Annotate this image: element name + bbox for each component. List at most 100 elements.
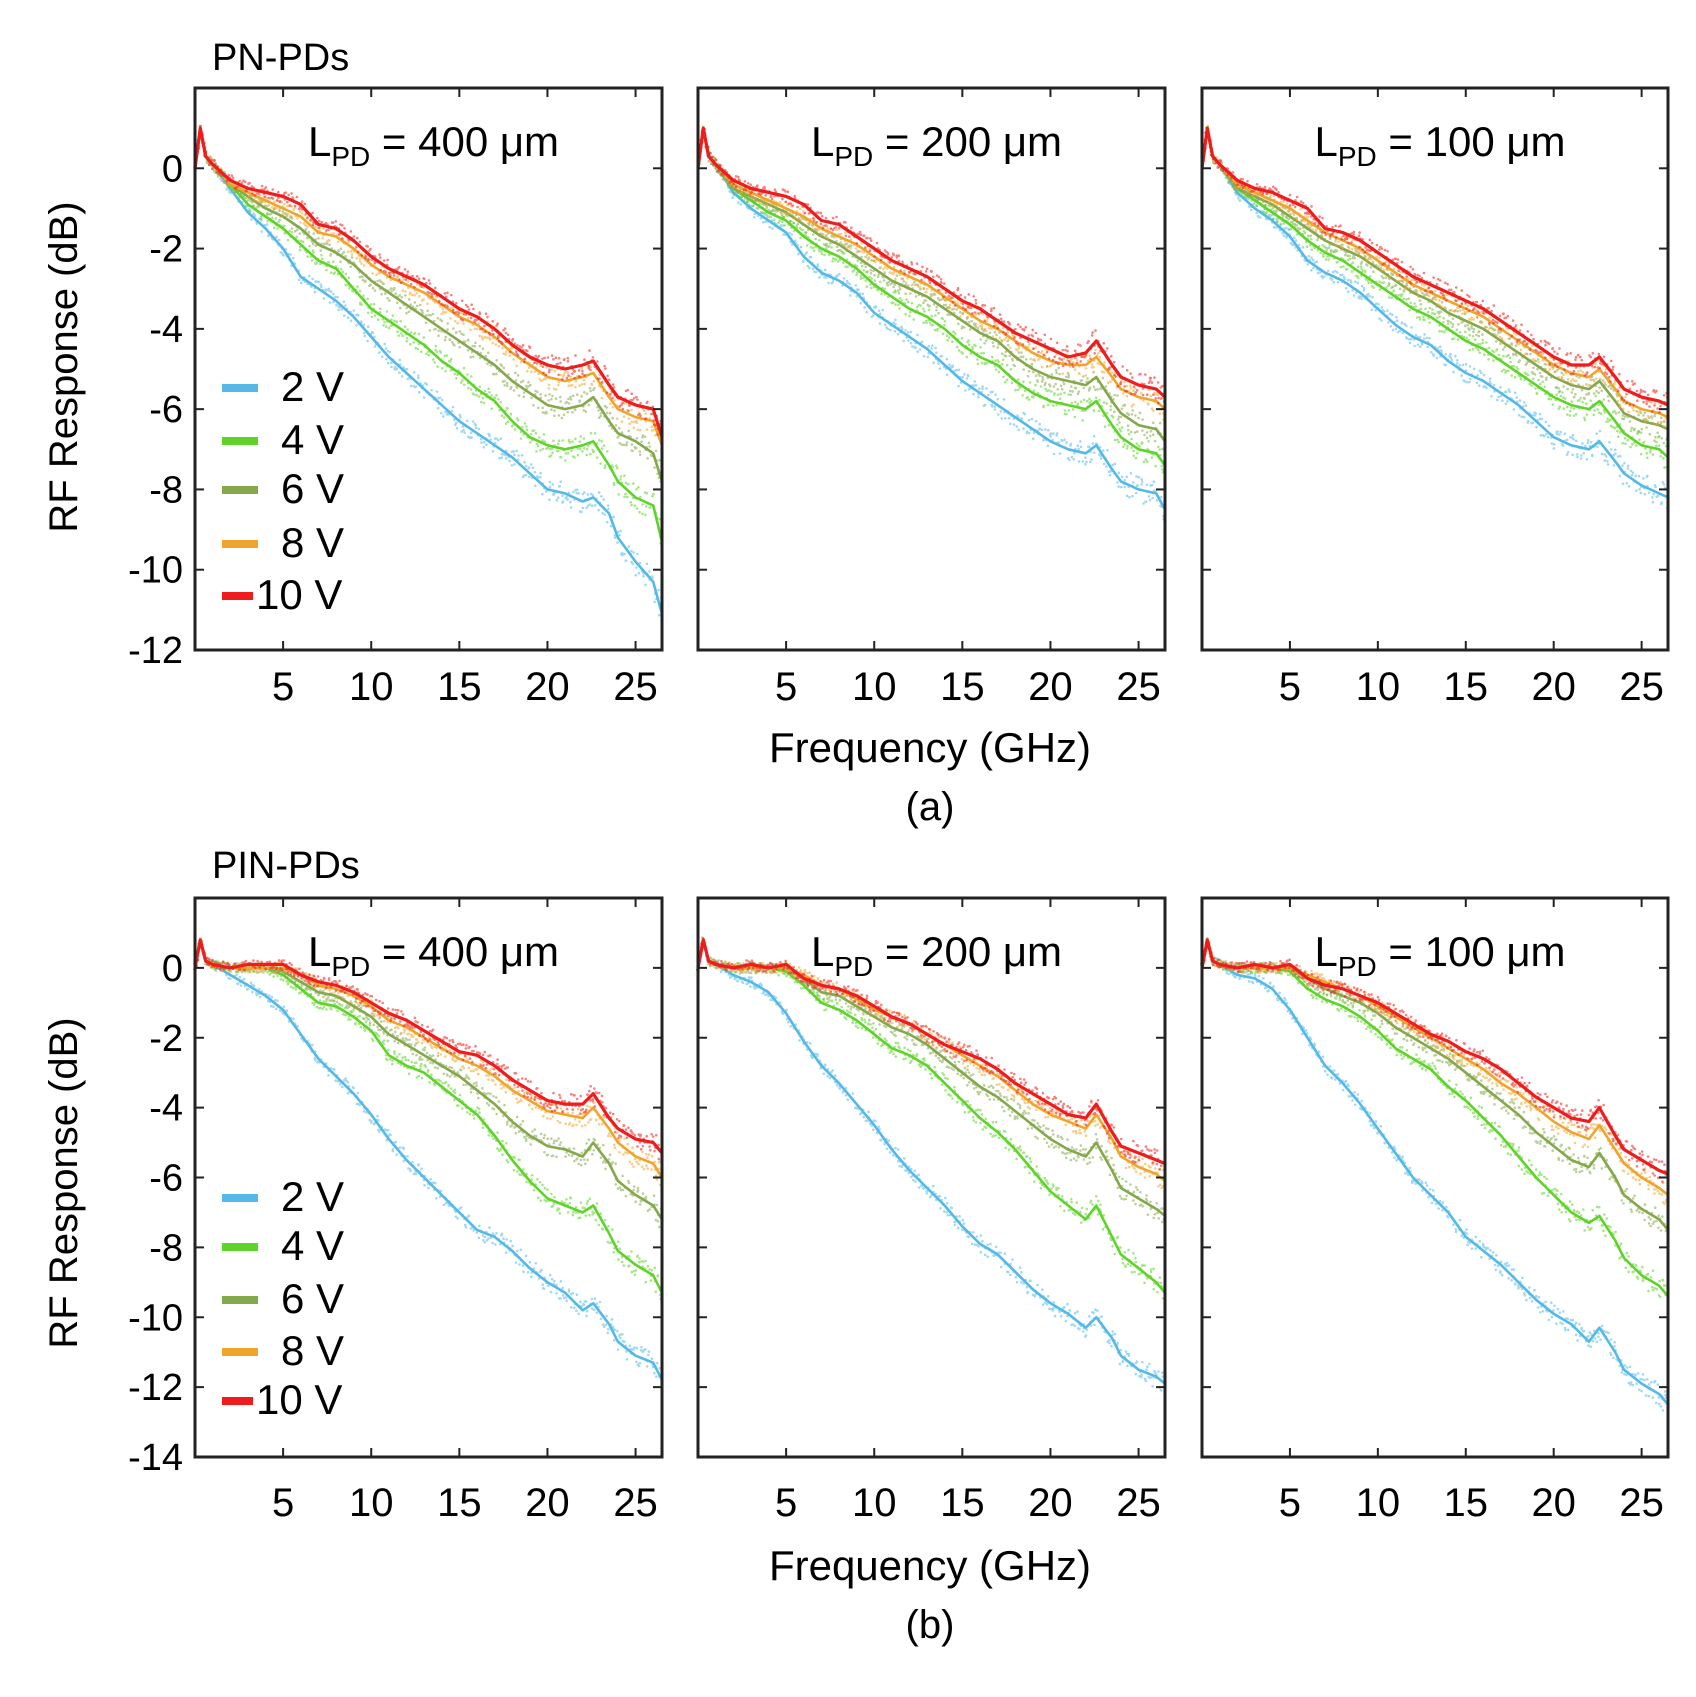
pn-p1-point-6v bbox=[553, 414, 556, 418]
pn-p1-point-10v bbox=[397, 265, 401, 269]
pn-p2-point-10v bbox=[910, 262, 914, 266]
pn-p1-scatter-10v bbox=[193, 124, 662, 436]
pn-p1-point-2v bbox=[482, 446, 486, 449]
pn-p1-point-4v bbox=[436, 365, 440, 368]
pn-p1-point-6v bbox=[394, 292, 398, 296]
pn-p3-point-2v bbox=[1518, 399, 1522, 402]
pn-p1-point-10v bbox=[334, 220, 338, 223]
pn-p2-point-8v bbox=[752, 196, 755, 200]
pn-p2-point-8v bbox=[1158, 412, 1162, 416]
pn-p3-point-2v bbox=[1340, 273, 1344, 277]
pn-p1-point-8v bbox=[578, 384, 581, 387]
pn-p1-point-4v bbox=[370, 315, 374, 319]
pn-p2-point-10v bbox=[1087, 339, 1090, 343]
pn-p2-x-tick-label: 15 bbox=[940, 665, 985, 709]
pn-p1-point-10v bbox=[603, 364, 606, 368]
pn-p2-point-10v bbox=[920, 278, 923, 282]
pn-p2-point-10v bbox=[1125, 369, 1129, 372]
pn-p3-point-2v bbox=[1522, 401, 1526, 404]
pn-p2-point-10v bbox=[817, 211, 820, 214]
pn-p1-point-10v bbox=[248, 181, 251, 185]
pn-p2-point-4v bbox=[1098, 398, 1101, 402]
pn-p2-point-2v bbox=[1131, 494, 1134, 498]
pn-p1-point-10v bbox=[565, 376, 569, 380]
pn-p2-point-2v bbox=[1120, 485, 1123, 489]
pn-p2-point-8v bbox=[892, 272, 895, 276]
pn-p3-point-2v bbox=[1306, 263, 1310, 266]
pn-p1-point-10v bbox=[589, 368, 592, 372]
pn-p1-point-10v bbox=[556, 362, 560, 366]
pn-p3-point-4v bbox=[1419, 307, 1423, 311]
pn-p2-point-2v bbox=[926, 355, 930, 359]
pn-p2-point-4v bbox=[1160, 464, 1164, 468]
pn-p3-point-4v bbox=[1405, 298, 1408, 301]
pn-p1-point-4v bbox=[535, 450, 538, 453]
pn-p3-point-2v bbox=[1259, 216, 1262, 219]
pn-p3-point-2v bbox=[1255, 211, 1258, 215]
pn-p1-point-4v bbox=[412, 341, 416, 344]
pn-p3-point-4v bbox=[1422, 315, 1425, 319]
pn-p1-point-6v bbox=[618, 426, 621, 430]
pn-p2-point-2v bbox=[1043, 428, 1047, 431]
pn-p1-point-10v bbox=[652, 423, 656, 427]
pn-p2-point-4v bbox=[957, 349, 961, 352]
pn-p3-point-2v bbox=[1508, 390, 1511, 394]
pn-p1-point-2v bbox=[289, 253, 292, 256]
pn-p2-point-10v bbox=[868, 249, 872, 253]
pn-p1-point-2v bbox=[561, 494, 564, 497]
pn-p1-point-6v bbox=[503, 379, 506, 383]
pn-p1-point-10v bbox=[645, 401, 648, 405]
pn-p2-point-2v bbox=[761, 221, 765, 224]
pn-p1-point-6v bbox=[606, 411, 609, 415]
pn-p1-point-10v bbox=[626, 388, 630, 392]
pn-p1-point-4v bbox=[274, 217, 278, 220]
pn-p2-point-6v bbox=[1119, 415, 1123, 419]
pn-p3-point-2v bbox=[1464, 380, 1467, 383]
pn-p1-point-4v bbox=[593, 432, 597, 435]
pn-p3-point-2v bbox=[1323, 275, 1326, 278]
pn-p1-point-2v bbox=[355, 324, 358, 327]
pn-p2-point-4v bbox=[1081, 419, 1084, 422]
pn-p2-point-2v bbox=[934, 346, 937, 350]
pn-p2-point-6v bbox=[1021, 355, 1025, 359]
pn-p2-point-2v bbox=[1108, 473, 1112, 477]
pn-p1-point-4v bbox=[619, 478, 622, 481]
pn-p3-point-2v bbox=[1506, 400, 1509, 403]
pn-p1-point-2v bbox=[530, 463, 533, 466]
pn-p1-point-2v bbox=[380, 355, 384, 359]
pn-p1-point-6v bbox=[517, 394, 521, 397]
pn-p2-point-2v bbox=[922, 355, 926, 358]
pn-p3-point-4v bbox=[1310, 248, 1313, 251]
pn-p2-point-8v bbox=[922, 286, 925, 290]
pn-p2-point-4v bbox=[834, 258, 838, 261]
pn-p3-point-2v bbox=[1496, 398, 1499, 402]
pn-p1-point-8v bbox=[530, 370, 533, 374]
pn-p1-point-4v bbox=[551, 451, 554, 455]
pn-p1-point-6v bbox=[311, 242, 315, 246]
pn-p1-point-10v bbox=[543, 356, 546, 360]
pn-p2-point-6v bbox=[1071, 390, 1074, 393]
pn-p2-point-6v bbox=[1148, 434, 1152, 438]
pn-p3-point-2v bbox=[1595, 432, 1598, 436]
pn-p3-point-2v bbox=[1405, 337, 1409, 340]
pn-p1-point-4v bbox=[595, 456, 599, 459]
pn-p3-point-2v bbox=[1556, 430, 1559, 433]
pn-p1-point-10v bbox=[404, 278, 408, 282]
pn-p1-point-4v bbox=[376, 318, 380, 322]
pn-p1-point-6v bbox=[307, 230, 311, 234]
pn-p1-point-4v bbox=[542, 433, 546, 436]
pn-p2-point-4v bbox=[1079, 400, 1083, 404]
pn-p2-x-tick-label: 25 bbox=[1116, 665, 1161, 709]
pn-p2-point-8v bbox=[1147, 403, 1150, 406]
pn-p3-point-4v bbox=[1409, 301, 1413, 305]
pn-p2-point-4v bbox=[1026, 395, 1029, 399]
pn-p1-point-10v bbox=[251, 192, 254, 195]
pn-p1-point-4v bbox=[523, 422, 527, 425]
pn-p1-point-2v bbox=[366, 325, 370, 329]
pn-p2-point-4v bbox=[894, 303, 897, 306]
pn-p3-point-4v bbox=[1327, 258, 1330, 261]
pn-p1-point-8v bbox=[642, 409, 646, 413]
pn-p1-point-2v bbox=[636, 552, 639, 556]
pn-p1-point-4v bbox=[237, 196, 241, 200]
pn-p1-point-10v bbox=[317, 219, 321, 223]
